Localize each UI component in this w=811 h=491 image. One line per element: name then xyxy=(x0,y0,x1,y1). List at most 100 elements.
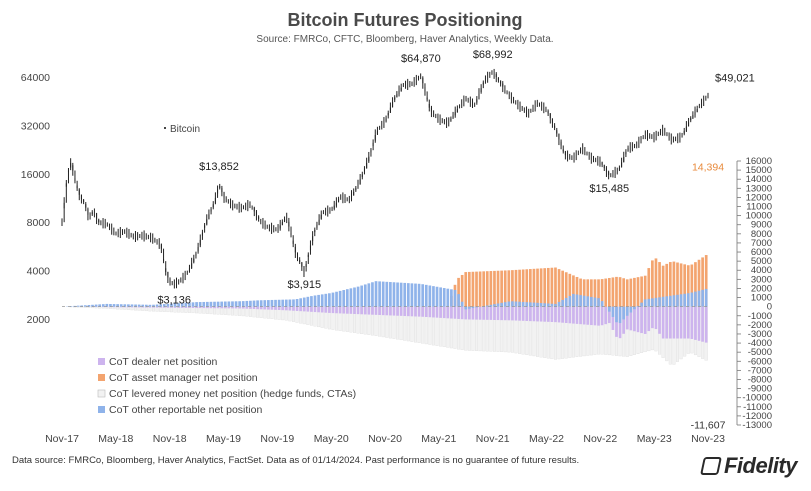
left-tick-label-1: 4000 xyxy=(27,266,51,278)
bar-0-125 xyxy=(511,306,514,321)
fidelity-logo: Fidelity xyxy=(700,453,798,479)
bar-0-176 xyxy=(694,306,697,340)
bar-3-107 xyxy=(446,288,450,307)
bar-3-111 xyxy=(460,301,464,307)
bar-3-119 xyxy=(489,304,493,307)
right-tick-label-15: 1000 xyxy=(751,293,772,304)
bar-3-26 xyxy=(155,304,159,307)
bar-1-118 xyxy=(485,271,489,307)
bar-3-138 xyxy=(557,301,561,307)
bar-0-116 xyxy=(478,306,482,320)
bar-3-80 xyxy=(349,288,353,307)
legend-label-3: CoT other reportable net position xyxy=(109,404,262,416)
bar-0-14 xyxy=(112,306,116,308)
bar-3-176 xyxy=(694,291,697,307)
bar-3-147 xyxy=(590,296,593,307)
bar-0-83 xyxy=(360,306,364,315)
bar-1-115 xyxy=(475,271,478,307)
bar-3-124 xyxy=(507,301,511,307)
bar-3-163 xyxy=(647,298,651,307)
bar-3-95 xyxy=(403,282,407,307)
bar-1-169 xyxy=(668,262,672,307)
bar-3-66 xyxy=(299,298,303,307)
bar-3-93 xyxy=(396,282,399,307)
bar-0-92 xyxy=(392,306,396,316)
bar-0-42 xyxy=(213,306,216,309)
bar-3-128 xyxy=(521,301,525,307)
bar-3-132 xyxy=(536,302,539,307)
right-axis: 1600015000140001300012000110001000090008… xyxy=(736,156,772,431)
bar-3-169 xyxy=(668,295,672,307)
bar-1-138 xyxy=(557,269,561,307)
bar-0-73 xyxy=(324,306,328,313)
bar-3-77 xyxy=(338,290,342,307)
legend-swatch-1 xyxy=(98,374,105,381)
right-tick-label-26: -10000 xyxy=(742,393,772,404)
bar-3-126 xyxy=(514,301,518,307)
bar-3-49 xyxy=(238,301,241,307)
right-tick-label-24: -8000 xyxy=(748,375,772,386)
bar-1-126 xyxy=(514,269,518,307)
bar-3-5 xyxy=(80,305,84,307)
bar-0-59 xyxy=(274,306,277,310)
bar-3-42 xyxy=(213,301,216,307)
bar-0-77 xyxy=(338,306,342,314)
bar-0-130 xyxy=(529,306,532,322)
right-tick-label-12: 4000 xyxy=(751,265,772,276)
bar-3-74 xyxy=(328,293,331,307)
bar-3-83 xyxy=(360,285,364,307)
bar-3-173 xyxy=(683,293,687,307)
bar-0-106 xyxy=(442,306,446,319)
bar-0-88 xyxy=(378,306,381,315)
legend-label-1: CoT asset manager net position xyxy=(109,372,258,384)
bar-3-69 xyxy=(310,296,313,307)
bar-3-14 xyxy=(112,304,116,307)
bar-0-108 xyxy=(450,306,453,319)
bar-3-23 xyxy=(144,304,148,307)
bar-3-88 xyxy=(378,281,381,307)
bar-0-112 xyxy=(464,306,468,320)
bar-1-167 xyxy=(661,265,665,307)
bar-3-137 xyxy=(554,303,557,307)
bar-0-36 xyxy=(191,306,195,308)
bar-3-44 xyxy=(220,301,224,307)
bar-3-39 xyxy=(202,301,206,307)
bar-3-84 xyxy=(363,284,367,307)
bar-3-27 xyxy=(159,304,163,307)
bar-1-173 xyxy=(683,264,687,307)
bar-3-146 xyxy=(586,296,590,307)
bar-3-157 xyxy=(625,306,629,316)
bar-0-133 xyxy=(539,306,543,322)
bar-3-73 xyxy=(324,293,328,307)
bar-0-145 xyxy=(582,306,586,325)
bar-0-27 xyxy=(159,306,163,308)
bar-3-102 xyxy=(428,285,432,307)
bar-3-47 xyxy=(231,301,234,307)
end-labels: 14,394 -11,607 xyxy=(691,162,726,432)
bar-3-168 xyxy=(665,296,669,307)
bar-3-46 xyxy=(227,301,231,307)
bar-0-136 xyxy=(550,306,554,322)
right-tick-label-14: 2000 xyxy=(751,283,772,294)
bar-1-144 xyxy=(579,278,582,307)
bar-0-35 xyxy=(188,306,191,308)
bar-1-179 xyxy=(704,255,708,307)
bar-0-71 xyxy=(317,306,320,313)
bar-3-63 xyxy=(288,299,292,307)
bar-0-119 xyxy=(489,306,493,320)
bar-3-10 xyxy=(98,304,102,307)
bar-3-61 xyxy=(281,299,285,307)
bar-3-122 xyxy=(500,302,503,307)
bar-1-149 xyxy=(597,279,600,307)
bar-0-78 xyxy=(342,306,346,314)
bar-1-121 xyxy=(496,270,500,307)
bar-1-123 xyxy=(503,270,507,307)
bar-3-154 xyxy=(615,306,618,323)
bar-1-140 xyxy=(564,272,568,307)
bar-3-20 xyxy=(134,304,137,307)
bar-0-64 xyxy=(292,306,295,311)
price-annotation-1: $13,852 xyxy=(199,161,239,173)
bar-1-154 xyxy=(615,276,618,307)
bar-0-178 xyxy=(701,306,704,342)
bar-3-159 xyxy=(633,306,636,310)
